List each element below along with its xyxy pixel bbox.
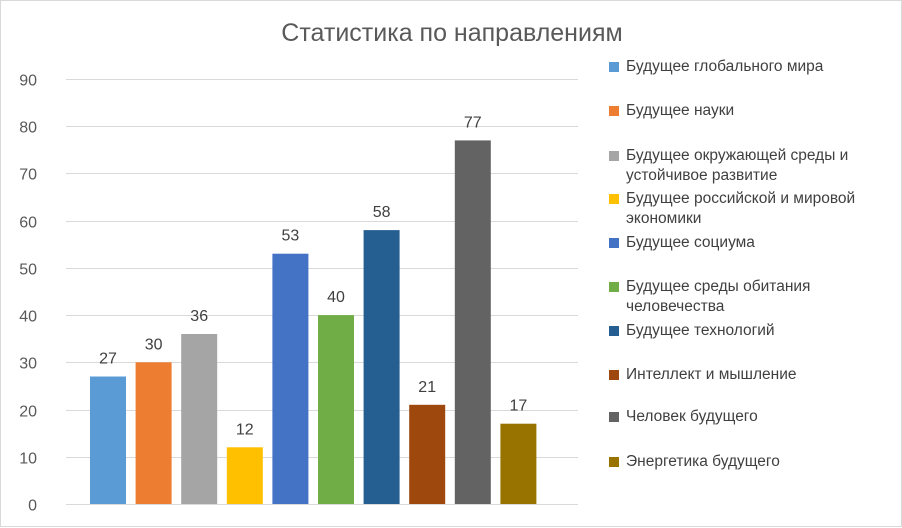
data-label: 12: [236, 421, 254, 438]
bar: [90, 376, 126, 504]
y-tick-label: 90: [19, 73, 37, 90]
data-label: 77: [464, 114, 482, 131]
y-tick-label: 30: [19, 356, 37, 373]
data-label: 30: [145, 336, 163, 353]
data-label: 58: [373, 204, 391, 221]
y-tick-label: 40: [19, 309, 37, 326]
legend-item: Будущее глобального мира: [609, 57, 899, 77]
bar: [135, 362, 172, 504]
bar: [272, 253, 309, 504]
legend-item: Будущее российской и мировой экономики: [609, 189, 899, 229]
legend-label: Будущее среды обитания человечества: [626, 278, 811, 315]
data-label: 27: [99, 351, 117, 368]
legend-label: Будущее науки: [626, 102, 735, 119]
bar: [409, 404, 446, 504]
data-label: 53: [282, 228, 300, 245]
y-tick-label: 60: [19, 215, 37, 232]
legend-swatch: [609, 151, 619, 161]
legend-label: Будущее глобального мира: [626, 58, 824, 75]
y-tick-label: 10: [19, 451, 37, 468]
y-tick-label: 70: [19, 167, 37, 184]
legend-swatch: [609, 326, 619, 336]
chart-title: Статистика по направлениям: [281, 19, 623, 47]
legend-swatch: [609, 106, 619, 116]
legend-swatch: [609, 457, 619, 467]
legend-item: Будущее технологий: [609, 321, 899, 341]
legend-swatch: [609, 194, 619, 204]
legend-item: Будущее окружающей среды и устойчивое ра…: [609, 146, 899, 186]
bar: [454, 140, 491, 504]
data-label: 40: [327, 289, 345, 306]
bar: [181, 334, 218, 504]
bar: [318, 315, 354, 504]
legend-label: Будущее российской и мировой экономики: [626, 190, 856, 227]
legend-item: Будущее науки: [609, 101, 899, 121]
legend-item: Энергетика будущего: [609, 452, 899, 472]
legend-label: Энергетика будущего: [626, 453, 780, 470]
legend-item: Человек будущего: [609, 407, 899, 427]
legend-swatch: [609, 412, 619, 422]
y-tick-label: 0: [28, 498, 37, 515]
bar: [226, 447, 263, 504]
legend-item: Будущее социума: [609, 233, 899, 253]
legend-swatch: [609, 370, 619, 380]
data-label: 17: [510, 398, 528, 415]
legend-swatch: [609, 62, 619, 72]
bar: [363, 230, 400, 504]
legend: Будущее глобального мира Будущее науки Буд…: [609, 1, 899, 526]
bar: [500, 423, 537, 504]
legend-item: Интеллект и мышление: [609, 365, 899, 385]
legend-label: Человек будущего: [626, 408, 758, 425]
y-tick-label: 20: [19, 404, 37, 421]
data-label: 36: [190, 308, 208, 325]
y-tick-label: 50: [19, 262, 37, 279]
legend-item: Будущее среды обитания человечества: [609, 277, 899, 317]
legend-swatch: [609, 282, 619, 292]
data-label: 21: [418, 379, 436, 396]
y-tick-label: 80: [19, 120, 37, 137]
legend-label: Будущее окружающей среды и устойчивое ра…: [626, 147, 849, 184]
legend-label: Будущее технологий: [626, 322, 775, 339]
legend-label: Интеллект и мышление: [626, 366, 797, 383]
legend-swatch: [609, 238, 619, 248]
legend-label: Будущее социума: [626, 234, 755, 251]
